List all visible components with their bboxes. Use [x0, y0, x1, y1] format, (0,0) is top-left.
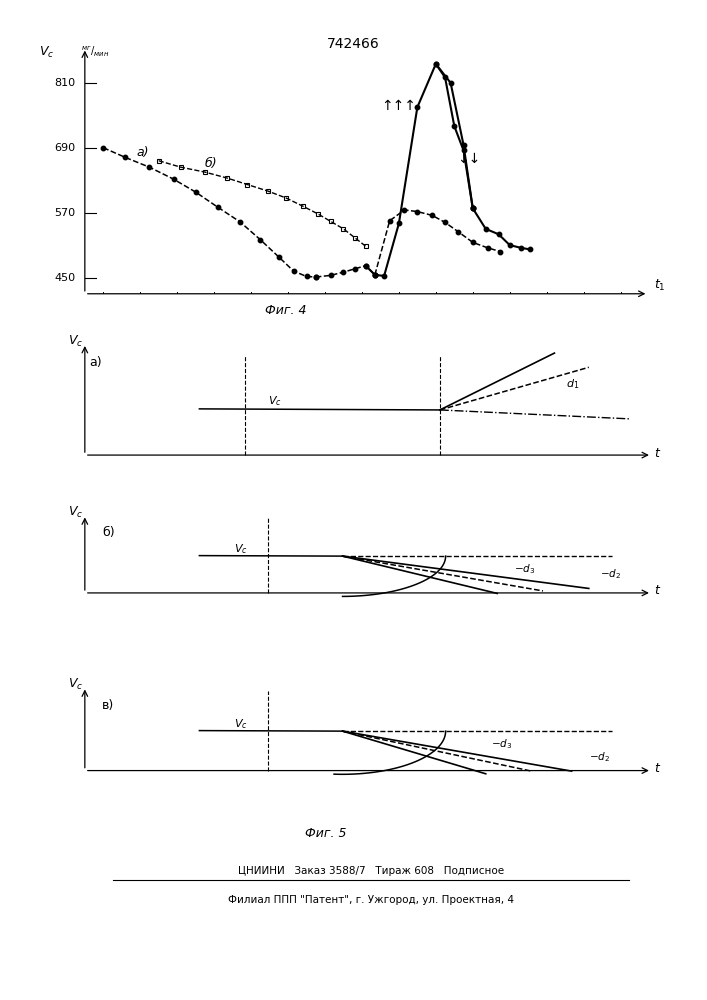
Text: $V_c$: $V_c$	[234, 717, 247, 731]
Text: 570: 570	[54, 208, 76, 218]
Text: Фиг. 5: Фиг. 5	[305, 827, 346, 840]
Text: $d_1$: $d_1$	[566, 377, 579, 391]
Text: 810: 810	[54, 78, 76, 88]
Text: $-d_3$: $-d_3$	[491, 738, 513, 751]
Text: t: t	[655, 584, 660, 597]
Text: $V_c$: $V_c$	[68, 334, 83, 349]
Text: Филиал ППП "Патент", г. Ужгород, ул. Проектная, 4: Филиал ППП "Патент", г. Ужгород, ул. Про…	[228, 895, 514, 905]
Text: $-d_3$: $-d_3$	[515, 562, 536, 576]
Text: ↑↑↑: ↑↑↑	[382, 99, 416, 113]
Text: $V_c$: $V_c$	[68, 677, 83, 692]
Text: б): б)	[205, 157, 218, 170]
Text: $-d_2$: $-d_2$	[600, 567, 621, 581]
Text: t: t	[655, 762, 660, 775]
Text: б): б)	[102, 526, 115, 539]
Text: а): а)	[89, 356, 102, 369]
Text: $V_c$: $V_c$	[234, 542, 247, 556]
Text: ЦНИИНИ   Заказ 3588/7   Тираж 608   Подписное: ЦНИИНИ Заказ 3588/7 Тираж 608 Подписное	[238, 866, 504, 876]
Text: в): в)	[102, 699, 115, 712]
Text: $V_c$: $V_c$	[39, 45, 54, 60]
Text: $V_c$: $V_c$	[268, 394, 282, 408]
Text: 742466: 742466	[327, 37, 380, 51]
Text: а): а)	[136, 146, 149, 159]
Text: 690: 690	[54, 143, 76, 153]
Text: $t_1$: $t_1$	[654, 278, 665, 293]
Text: $V_c$: $V_c$	[68, 505, 83, 520]
Text: t: t	[655, 447, 660, 460]
Text: $^{мг}/_{мин}$: $^{мг}/_{мин}$	[81, 45, 110, 59]
Text: 450: 450	[54, 273, 76, 283]
Text: ↓↓: ↓↓	[457, 152, 481, 166]
Text: Фиг. 4: Фиг. 4	[264, 304, 306, 317]
Text: $-d_2$: $-d_2$	[589, 750, 610, 764]
